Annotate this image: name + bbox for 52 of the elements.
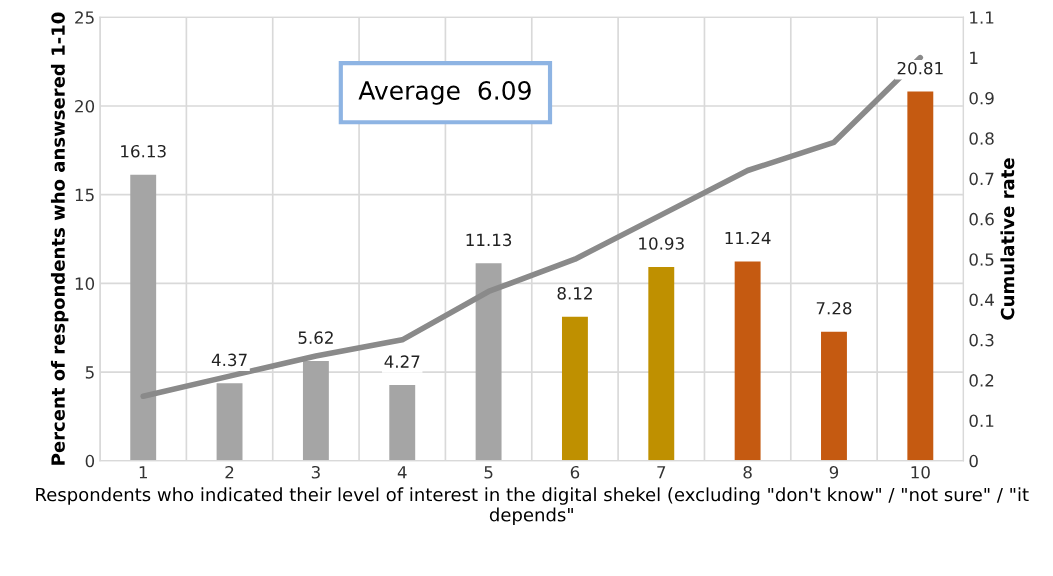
y2-tick-label: 0.9 bbox=[969, 91, 994, 105]
bar bbox=[734, 261, 761, 461]
y-tick-label: 10 bbox=[75, 277, 95, 290]
x-tick-label: 2 bbox=[225, 465, 234, 479]
y2-tick-label: 0.3 bbox=[969, 333, 994, 347]
data-label: 20.81 bbox=[897, 61, 943, 75]
y2-tick-label: 0.8 bbox=[969, 132, 994, 145]
data-label: 8.12 bbox=[557, 287, 592, 300]
y2-tick-label: 0.5 bbox=[969, 253, 994, 266]
bar bbox=[907, 91, 934, 461]
x-tick-label: 3 bbox=[311, 465, 320, 479]
x-tick-label: 5 bbox=[484, 466, 493, 479]
x-axis-title: Respondents who indicated their level of interest in the digital shekel (excluding "don't know" / "not sure" / "it depends" bbox=[36, 487, 1029, 526]
y-tick-label: 5 bbox=[85, 366, 94, 379]
y-tick-label: 15 bbox=[75, 188, 94, 202]
bar bbox=[821, 331, 847, 461]
bar bbox=[475, 263, 502, 461]
annotation: Average 6.09 bbox=[358, 81, 531, 105]
data-label: 16.13 bbox=[121, 144, 166, 158]
data-label: 11.24 bbox=[725, 231, 771, 245]
data-label: 10.93 bbox=[639, 237, 684, 250]
y2-tick-label: 0.1 bbox=[969, 414, 994, 428]
y2-axis-title: Cumulative rate bbox=[1000, 158, 1015, 320]
y2-tick-label: 0.6 bbox=[969, 212, 994, 226]
y2-tick-label: 1.1 bbox=[970, 11, 994, 24]
bar bbox=[130, 174, 157, 461]
y2-tick-label: 0.7 bbox=[969, 172, 994, 186]
data-label: 4.37 bbox=[211, 353, 247, 367]
data-label: 4.27 bbox=[384, 355, 420, 368]
x-tick-label: 1 bbox=[139, 466, 147, 479]
y2-tick-label: 0 bbox=[969, 454, 978, 468]
bar bbox=[561, 316, 588, 461]
bar bbox=[648, 266, 675, 461]
y-tick-label: 25 bbox=[75, 11, 94, 24]
y2-tick-label: 0.2 bbox=[969, 374, 994, 387]
data-label: 5.62 bbox=[298, 331, 333, 344]
x-tick-label: 10 bbox=[911, 465, 930, 479]
y-axis-title: Percent of respondents who answsered 1-10 bbox=[50, 12, 69, 465]
y2-tick-label: 1 bbox=[970, 51, 978, 64]
y-tick-label: 20 bbox=[75, 99, 95, 113]
x-tick-label: 6 bbox=[570, 465, 580, 479]
x-tick-label: 4 bbox=[397, 466, 407, 479]
y-tick-label: 0 bbox=[85, 454, 95, 468]
bar bbox=[302, 361, 329, 461]
y2-tick-label: 0.4 bbox=[969, 293, 994, 307]
bar bbox=[389, 385, 416, 461]
x-tick-label: 7 bbox=[657, 466, 666, 479]
data-label: 11.13 bbox=[466, 233, 512, 247]
x-tick-label: 8 bbox=[743, 465, 752, 479]
x-tick-label: 9 bbox=[829, 465, 839, 479]
data-label: 7.28 bbox=[816, 301, 852, 315]
bar bbox=[216, 383, 243, 461]
